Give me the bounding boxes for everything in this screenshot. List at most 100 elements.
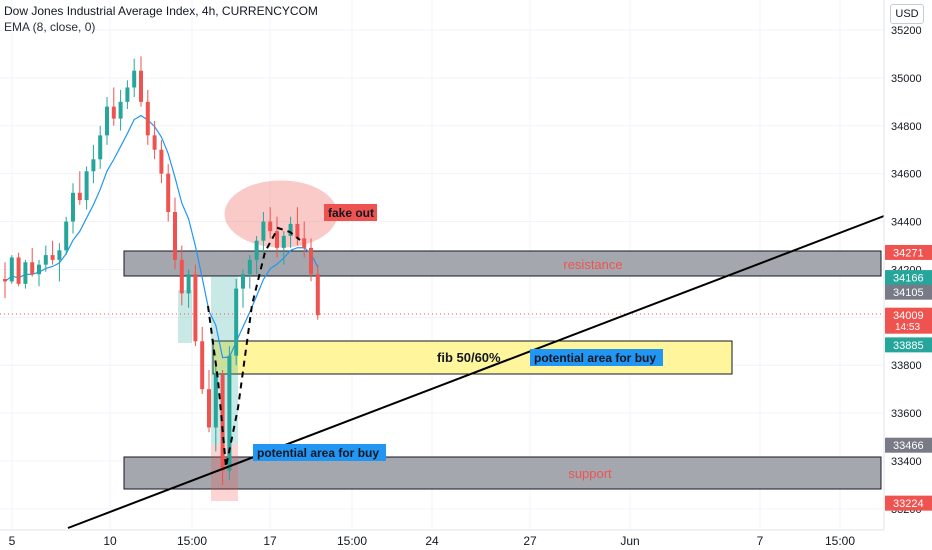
time-tick-label: 24: [425, 534, 439, 548]
indicator-legend[interactable]: EMA (8, close, 0): [4, 20, 96, 34]
candle: [247, 255, 252, 289]
candle-body: [84, 171, 89, 201]
candle: [98, 125, 103, 169]
candle-body: [179, 259, 184, 294]
candle-body: [159, 149, 164, 174]
candle-body: [288, 223, 293, 236]
time-axis[interactable]: 5 10 15:00 17 15:00 24 27 Jun 7 15:00: [0, 529, 884, 548]
candle-body: [3, 279, 7, 282]
price-tag: 34105: [885, 284, 932, 300]
price-tag-bg: [885, 270, 932, 286]
candle: [84, 166, 89, 210]
candle: [152, 120, 157, 160]
price-tag-text: 33224: [893, 498, 924, 510]
buy-area-label-1-bg: [530, 349, 663, 366]
candle-body: [50, 255, 55, 260]
candle: [234, 279, 239, 366]
price-tag-text: 33466: [893, 440, 924, 452]
annotation-labels: resistance support fib 50/60% potential …: [253, 204, 663, 481]
candle-body: [9, 257, 14, 282]
candle: [173, 197, 177, 270]
time-tick-label: 15:00: [177, 534, 207, 548]
candle-body: [118, 101, 123, 119]
candle: [145, 89, 150, 145]
time-tick-label: 10: [103, 534, 117, 548]
currency-button[interactable]: USD: [890, 4, 924, 24]
candle-body: [193, 274, 198, 342]
trendline: [67, 215, 885, 529]
price-tag-text: 34105: [893, 287, 924, 299]
fake-out-label-bg: [324, 204, 377, 221]
candle: [179, 245, 184, 306]
price-tick-label: 35000: [891, 73, 922, 85]
candle: [241, 269, 245, 308]
chart-title: Dow Jones Industrial Average Index, 4h, …: [4, 4, 318, 18]
candle-body: [64, 221, 69, 251]
price-tag-text: 33885: [893, 340, 924, 352]
candle: [159, 140, 164, 184]
price-tick-label: 34800: [891, 121, 922, 133]
candle: [200, 326, 205, 394]
fake-out-ellipse: [224, 180, 338, 248]
ema-line: [4, 114, 319, 359]
candle: [91, 144, 96, 184]
candle-body: [57, 250, 62, 260]
candle-body: [302, 238, 307, 248]
price-tag-bg: [885, 495, 932, 511]
drawings: [67, 215, 885, 529]
candle: [23, 259, 28, 289]
dashed-path: [207, 226, 301, 468]
candle: [57, 243, 62, 282]
candle: [105, 97, 109, 145]
price-tag: 33466: [885, 437, 932, 453]
price-tick-label: 33800: [891, 360, 922, 372]
candle-body: [173, 211, 177, 260]
price-tag: 33224: [885, 495, 932, 511]
candle: [3, 262, 7, 299]
candle-body: [98, 135, 103, 160]
price-tag-countdown: 14:53: [895, 322, 920, 333]
candle-body: [227, 355, 232, 471]
candle: [268, 207, 273, 239]
price-tag-bg: [885, 244, 932, 260]
candle-body: [77, 192, 82, 201]
candle-body: [241, 274, 245, 289]
time-tick-label: 17: [263, 534, 277, 548]
price-tag-bg: [885, 284, 932, 300]
candle-body: [281, 235, 286, 248]
candle: [207, 370, 211, 433]
candle: [132, 58, 137, 98]
support-zone: [123, 456, 882, 490]
resistance-label: resistance: [563, 257, 622, 272]
buy-area-label-2: potential area for buy: [257, 446, 379, 460]
candle-body: [315, 274, 320, 316]
resistance-zone: [123, 250, 882, 277]
candle: [275, 216, 279, 258]
price-tag-text: 34009: [893, 310, 924, 322]
candle-body: [23, 262, 28, 284]
price-tag-bg: [885, 307, 932, 334]
candle: [315, 264, 320, 320]
candle-body: [166, 173, 171, 212]
candle: [261, 211, 266, 253]
candle-body: [105, 106, 109, 136]
buy-area-label-1: potential area for buy: [534, 351, 656, 365]
price-tag: 34166: [885, 270, 932, 286]
time-tick-label: 15:00: [337, 534, 367, 548]
candle: [302, 221, 307, 258]
candle-body: [261, 221, 266, 241]
candle: [213, 365, 218, 452]
candle: [111, 87, 116, 126]
candle: [281, 231, 286, 265]
candle: [64, 216, 69, 256]
price-tag: 34271: [885, 244, 932, 260]
candle: [254, 235, 259, 275]
candle: [37, 259, 41, 287]
candle-body: [91, 159, 96, 172]
candle-body: [186, 274, 191, 294]
candle-body: [132, 70, 137, 88]
time-tick-label: 15:00: [825, 534, 855, 548]
